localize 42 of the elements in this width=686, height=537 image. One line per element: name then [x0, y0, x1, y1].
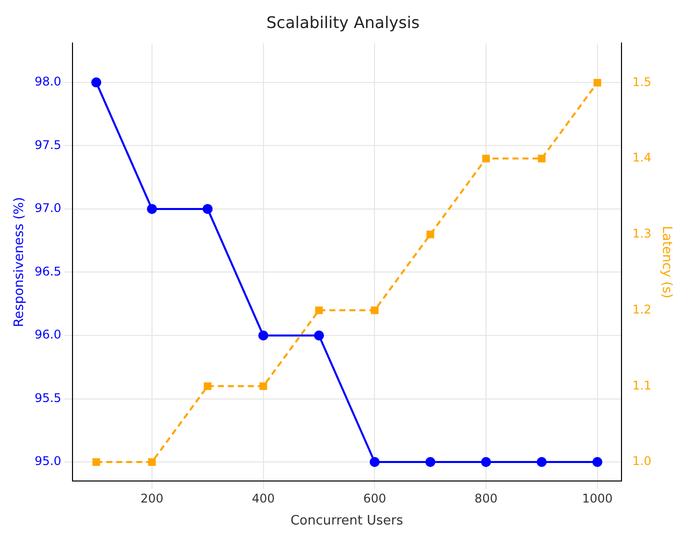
x-tick-label: 1000: [582, 491, 613, 506]
point: [204, 382, 212, 390]
y-tick-label: 95.5: [34, 390, 62, 405]
point: [258, 330, 268, 340]
point: [92, 458, 100, 466]
y2-tick-label: 1.0: [632, 454, 652, 468]
point: [482, 154, 490, 162]
point: [536, 457, 547, 468]
point: [481, 457, 492, 468]
point: [146, 204, 157, 214]
point: [91, 77, 102, 88]
point: [259, 382, 268, 390]
x-tick-label: 600: [363, 491, 386, 506]
x-tick-label: 800: [474, 491, 498, 506]
x-tick-label: 400: [252, 491, 275, 506]
point: [426, 230, 434, 238]
y2-tick-label: 1.3: [632, 226, 652, 241]
y2-tick-label: 1.1: [632, 378, 652, 392]
y-tick-label: 97.0: [34, 201, 62, 216]
point: [592, 457, 602, 468]
point: [370, 457, 380, 468]
y-tick-label: 97.5: [34, 138, 62, 152]
x-axis-title: Concurrent Users: [290, 514, 404, 529]
chart-title: Scalability Analysis: [266, 12, 420, 32]
point: [594, 78, 602, 86]
point: [538, 154, 546, 162]
y-axis-title: Responsiveness (%): [12, 197, 28, 328]
y-tick-label: 96.0: [34, 328, 62, 342]
point: [314, 330, 324, 340]
point: [315, 306, 323, 314]
y2-axis-title: Latency (s): [658, 226, 674, 298]
y2-tick-label: 1.2: [632, 302, 652, 316]
y-tick-label: 96.5: [34, 264, 62, 278]
x-tick-label: 200: [140, 491, 164, 506]
point: [202, 204, 213, 214]
y2-tick-label: 1.4: [632, 150, 652, 165]
y-tick-label: 95.0: [34, 454, 62, 468]
y-tick-label: 98.0: [34, 74, 62, 89]
point: [370, 306, 378, 314]
y2-tick-label: 1.5: [632, 74, 652, 89]
point: [148, 458, 156, 466]
point: [425, 457, 436, 468]
